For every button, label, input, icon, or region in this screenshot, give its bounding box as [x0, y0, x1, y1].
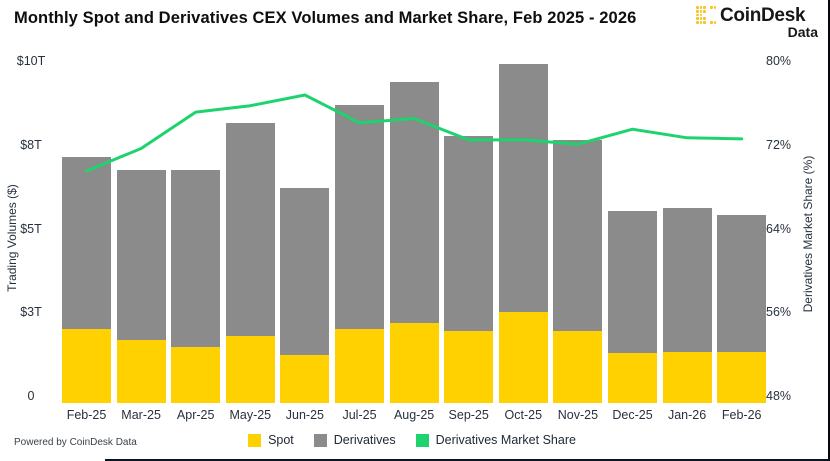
legend-item-spot[interactable]: Spot — [248, 433, 294, 447]
bar-segment-derivatives[interactable] — [553, 139, 603, 332]
bar-segment-spot[interactable] — [553, 331, 603, 403]
x-axis-month-label: Apr-25 — [176, 408, 215, 422]
bar-segment-spot[interactable] — [608, 353, 657, 403]
bar-segment-spot[interactable] — [717, 351, 767, 403]
bar-segment-spot[interactable] — [444, 331, 494, 403]
legend-swatch-icon — [415, 433, 429, 447]
bar-segment-derivatives[interactable] — [171, 170, 221, 347]
left-axis-tick-label: $10T — [16, 54, 46, 68]
bar-segment-derivatives[interactable] — [662, 208, 712, 352]
bar-segment-derivatives[interactable] — [62, 156, 111, 330]
right-axis-tick-label: 56% — [766, 305, 792, 320]
bar-segment-spot[interactable] — [225, 336, 275, 403]
legend-item-derivatives[interactable]: Derivatives — [313, 433, 396, 447]
bar-segment-derivatives[interactable] — [444, 136, 494, 332]
bar-segment-spot[interactable] — [171, 346, 221, 403]
legend-item-label: Derivatives — [333, 433, 396, 447]
bar-segment-derivatives[interactable] — [498, 64, 548, 313]
bar-segment-spot[interactable] — [389, 322, 439, 403]
bar-segment-derivatives[interactable] — [608, 211, 657, 354]
x-axis-month-label: May-25 — [229, 408, 272, 422]
right-axis-tick-label: 48% — [766, 389, 792, 403]
left-axis-tick-label: $8T — [20, 137, 42, 152]
x-axis-month-label: Aug-25 — [393, 408, 435, 422]
coindesk-logo-icon — [696, 6, 716, 24]
left-axis-tick-label: 0 — [27, 389, 35, 403]
bar-segment-spot[interactable] — [662, 351, 712, 403]
bar-segment-derivatives[interactable] — [389, 81, 439, 323]
x-axis-month-label: Feb-26 — [721, 408, 762, 422]
left-axis-tick-label: $3T — [20, 305, 42, 320]
coindesk-logo[interactable]: CoinDesk Data — [696, 5, 818, 40]
bar-segment-spot[interactable] — [335, 329, 384, 403]
legend-swatch-icon — [248, 433, 262, 447]
powered-by-label[interactable]: Powered by CoinDesk Data — [14, 437, 137, 448]
x-axis-month-label: Dec-25 — [612, 408, 653, 422]
bar-segment-spot[interactable] — [116, 339, 166, 403]
coindesk-logo-brand: CoinDesk — [720, 5, 806, 26]
left-axis-title: Trading Volumes ($) — [5, 184, 19, 292]
window-bottom-border — [105, 459, 830, 461]
legend-item-label: Derivatives Market Share — [435, 433, 576, 447]
bar-segment-spot[interactable] — [280, 355, 330, 403]
right-axis-title: Derivatives Market Share (%) — [801, 155, 815, 313]
x-axis-month-label: Oct-25 — [504, 408, 543, 422]
bar-segment-spot[interactable] — [62, 329, 111, 403]
x-axis-month-label: Sep-25 — [448, 408, 489, 422]
window-right-border — [828, 0, 830, 461]
x-axis-month-label: Feb-25 — [66, 408, 107, 422]
bar-segment-spot[interactable] — [498, 312, 548, 403]
x-axis-month-label: Mar-25 — [121, 408, 161, 422]
chart-title: Monthly Spot and Derivatives CEX Volumes… — [14, 9, 637, 27]
right-axis-tick-label: 64% — [766, 221, 792, 236]
x-axis-month-label: Jul-25 — [342, 408, 377, 422]
x-axis-month-label: Jun-25 — [285, 408, 325, 422]
legend-item-derivatives-market-share[interactable]: Derivatives Market Share — [415, 433, 576, 447]
bar-segment-derivatives[interactable] — [280, 187, 330, 356]
bar-segment-derivatives[interactable] — [116, 170, 166, 340]
right-axis-tick-label: 80% — [766, 54, 792, 68]
bar-segment-derivatives[interactable] — [225, 122, 275, 337]
x-axis-month-label: Nov-25 — [557, 408, 599, 422]
right-axis-tick-label: 72% — [766, 137, 792, 152]
chart-legend: Spot Derivatives Derivatives Market Share — [58, 433, 766, 447]
bar-segment-derivatives[interactable] — [717, 214, 767, 352]
legend-swatch-icon — [313, 433, 327, 447]
coindesk-logo-sub: Data — [787, 24, 818, 40]
left-axis-tick-label: $5T — [20, 221, 42, 236]
bar-segment-derivatives[interactable] — [335, 105, 384, 330]
legend-item-label: Spot — [268, 433, 294, 447]
x-axis-month-label: Jan-26 — [667, 408, 707, 422]
